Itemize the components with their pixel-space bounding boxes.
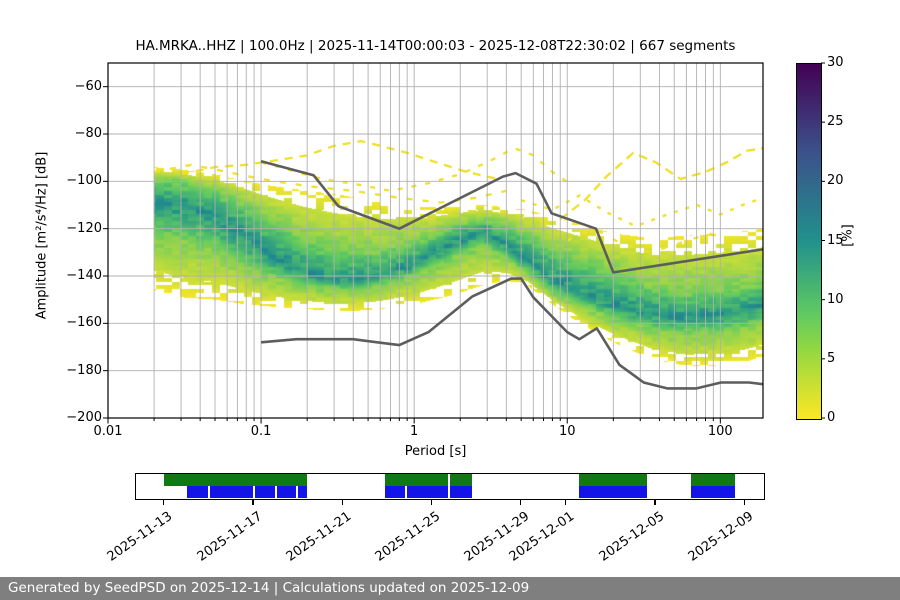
timeline-tick-mark: [341, 500, 343, 505]
peterson-noise-model-line: [260, 159, 763, 274]
plot-title: HA.MRKA..HHZ | 100.0Hz | 2025-11-14T00:0…: [135, 38, 736, 54]
y-tick-label: −80: [74, 126, 102, 141]
footer-bar: Generated by SeedPSD on 2025-12-14 | Cal…: [0, 577, 900, 600]
x-tick-label: 10: [558, 424, 576, 439]
colorbar-tick-label: 20: [827, 173, 844, 189]
timeline-tick-mark: [564, 500, 566, 505]
coverage-segment-blue: [691, 486, 736, 499]
coverage-gap: [253, 486, 256, 499]
colorbar: [796, 63, 822, 420]
coverage-gap: [405, 486, 408, 499]
coverage-timeline: [135, 473, 765, 500]
timeline-tick-mark: [252, 500, 254, 505]
y-tick-label: −160: [66, 315, 102, 331]
y-tick-label: −180: [66, 362, 102, 378]
x-axis-label: Period [s]: [404, 444, 467, 459]
coverage-gap: [274, 486, 277, 499]
colorbar-tick-label: 10: [827, 291, 844, 307]
coverage-segment-green: [579, 474, 648, 487]
outlier-trace: [559, 147, 763, 221]
timeline-tick-mark: [743, 500, 745, 505]
colorbar-tick-label: 5: [827, 350, 836, 366]
peterson-noise-model-line: [260, 277, 763, 390]
timeline-tick-mark: [654, 500, 656, 505]
y-tick-label: −60: [74, 78, 102, 94]
x-tick-label: 100: [707, 424, 733, 439]
ppsd-heatmap-canvas: [108, 63, 763, 418]
coverage-gap: [295, 486, 298, 499]
y-tick-label: −200: [66, 410, 102, 425]
colorbar-tick-label: 30: [827, 55, 844, 70]
colorbar-tick-label: 15: [827, 232, 844, 248]
y-tick-label: −120: [66, 220, 102, 236]
y-tick-label: −100: [66, 173, 102, 189]
coverage-segment-green: [163, 474, 308, 487]
colorbar-tick-label: 0: [827, 410, 836, 425]
colorbar-tick-label: 25: [827, 114, 844, 130]
coverage-segment-blue: [579, 486, 648, 499]
timeline-tick-mark: [430, 500, 432, 505]
timeline-tick-mark: [519, 500, 522, 505]
coverage-segment-green: [691, 474, 736, 487]
outlier-trace: [520, 194, 763, 228]
coverage-gap: [207, 486, 210, 499]
x-tick-label: 0.01: [93, 424, 123, 439]
x-tick-label: 0.1: [250, 424, 272, 439]
coverage-segment-green: [385, 474, 472, 487]
outlier-trace: [566, 227, 756, 254]
coverage-segment-blue: [385, 486, 472, 499]
x-tick-label: 1: [410, 424, 419, 439]
coverage-segment-blue: [186, 486, 308, 499]
timeline-tick-mark: [162, 500, 164, 505]
outlier-trace: [260, 146, 575, 193]
y-tick-label: −140: [66, 268, 102, 283]
coverage-gap: [448, 474, 451, 487]
coverage-gap: [448, 486, 451, 499]
plot-border: [107, 62, 764, 419]
outlier-trace: [180, 139, 498, 181]
